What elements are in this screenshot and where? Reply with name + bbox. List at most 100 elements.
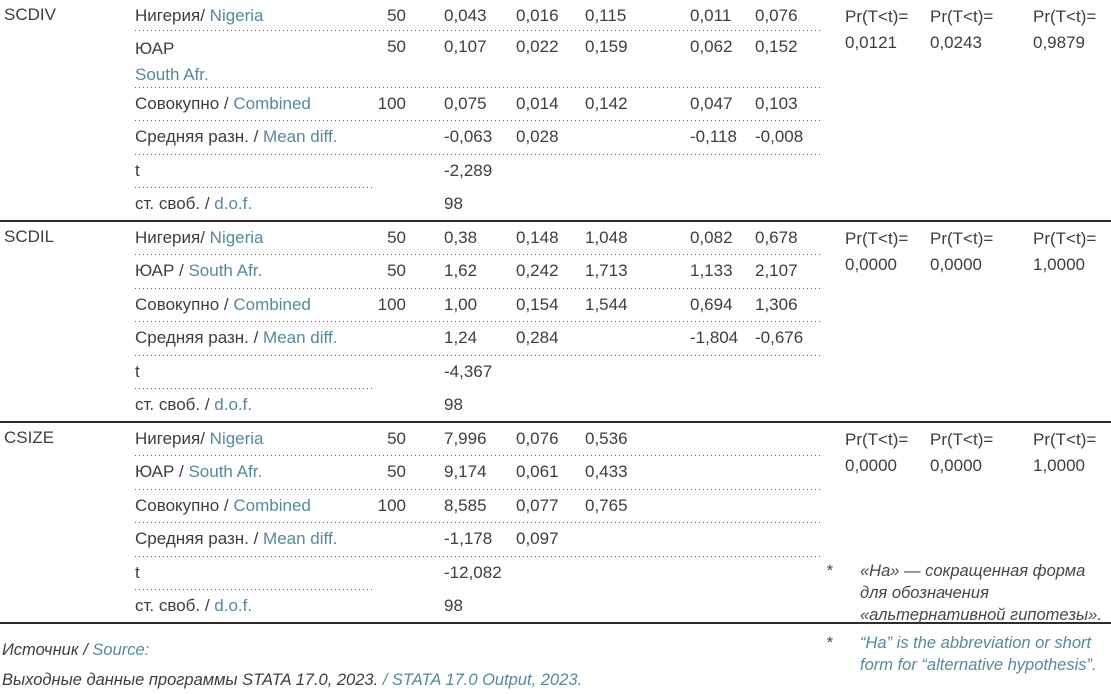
cell-obs: 100 bbox=[377, 295, 406, 314]
cell-std-err: 0,022 bbox=[516, 37, 559, 56]
cell-t-stat: -12,082 bbox=[444, 563, 502, 582]
pr-value: 0,0000 bbox=[845, 255, 897, 274]
cell-std-err: 0,097 bbox=[516, 529, 559, 548]
row-divider bbox=[135, 522, 821, 523]
row-divider bbox=[135, 87, 821, 88]
pr-column: Pr(T<t)= 0,0000 bbox=[930, 427, 993, 479]
cell-ci-high: 1,306 bbox=[755, 295, 798, 314]
footnote-text: «На» — сокращенная форма для обозначения… bbox=[860, 562, 1102, 624]
cell-ci-low: -1,804 bbox=[690, 328, 739, 347]
cell-obs: 50 bbox=[387, 261, 406, 280]
row-label: Совокупно / Combined bbox=[135, 496, 311, 515]
cell-std-dev: 1,713 bbox=[585, 261, 628, 280]
asterisk-marker: * bbox=[826, 634, 833, 652]
footnote-ha-english: * “Ha” is the abbreviation or short form… bbox=[826, 632, 1111, 676]
table-row: Совокупно / Combined 100 1,00 0,154 1,54… bbox=[0, 289, 1111, 322]
cell-std-dev: 0,159 bbox=[585, 37, 628, 56]
row-divider bbox=[135, 120, 821, 121]
cell-obs: 50 bbox=[387, 37, 406, 56]
row-divider bbox=[135, 321, 821, 322]
row-label: Средняя разн. / Mean diff. bbox=[135, 127, 338, 146]
cell-ci-high: 0,103 bbox=[755, 94, 798, 113]
table-row: Нигерия/ Nigeria 50 7,996 0,076 0,536 bbox=[0, 423, 1111, 456]
cell-ci-high: 0,152 bbox=[755, 37, 798, 56]
row-divider bbox=[135, 288, 821, 289]
table-row: t -12,082 bbox=[0, 557, 1111, 590]
cell-mean: -1,178 bbox=[444, 529, 493, 548]
cell-std-err: 0,242 bbox=[516, 261, 559, 280]
cell-std-dev: 0,142 bbox=[585, 94, 628, 113]
cell-ci-low: 0,047 bbox=[690, 94, 733, 113]
cell-std-err: 0,061 bbox=[516, 462, 559, 481]
pr-column: Pr(T<t)= 0,0243 bbox=[930, 4, 993, 56]
cell-mean: 0,075 bbox=[444, 94, 487, 113]
cell-std-dev: 1,048 bbox=[585, 228, 628, 247]
table-row: Совокупно / Combined 100 8,585 0,077 0,7… bbox=[0, 490, 1111, 523]
pr-value: 1,0000 bbox=[1033, 456, 1085, 475]
row-divider bbox=[135, 589, 375, 590]
source-note: Источник / Source: Выходные данные прогр… bbox=[2, 635, 582, 694]
cell-std-err: 0,284 bbox=[516, 328, 559, 347]
cell-ci-high: -0,676 bbox=[755, 328, 804, 347]
pr-value: 0,0000 bbox=[930, 255, 982, 274]
pr-label: Pr(T<t)= bbox=[930, 7, 994, 26]
table-row: Нигерия/ Nigeria 50 0,38 0,148 1,048 0,0… bbox=[0, 222, 1111, 255]
cell-std-dev: 0,115 bbox=[585, 6, 627, 25]
cell-mean: 9,174 bbox=[444, 462, 487, 481]
cell-t-stat: -2,289 bbox=[444, 161, 493, 180]
cell-mean: 8,585 bbox=[444, 496, 487, 515]
table-row: Средняя разн. / Mean diff. 1,24 0,284 -1… bbox=[0, 322, 1111, 356]
pr-label: Pr(T<t)= bbox=[845, 7, 909, 26]
pr-value: 0,0121 bbox=[845, 33, 897, 52]
cell-ci-low: 0,694 bbox=[690, 295, 733, 314]
variable-name: CSIZE bbox=[4, 428, 55, 447]
cell-mean: 1,24 bbox=[444, 328, 478, 347]
cell-t-stat: -4,367 bbox=[444, 362, 493, 381]
pr-label: Pr(T<t)= bbox=[930, 430, 994, 449]
pr-label: Pr(T<t)= bbox=[1033, 430, 1097, 449]
cell-dof: 98 bbox=[444, 395, 463, 414]
variable-name: SCDIV bbox=[4, 5, 56, 24]
pr-label: Pr(T<t)= bbox=[1033, 7, 1097, 26]
row-divider bbox=[135, 388, 375, 389]
cell-std-err: 0,076 bbox=[516, 429, 559, 448]
pr-label: Pr(T<t)= bbox=[845, 430, 909, 449]
pr-column: Pr(T<t)= 0,0000 bbox=[845, 427, 908, 479]
cell-obs: 50 bbox=[387, 6, 406, 25]
pr-value: 1,0000 bbox=[1033, 255, 1085, 274]
pr-value: 0,0000 bbox=[845, 456, 897, 475]
variable-block-csize: CSIZE Нигерия/ Nigeria 50 7,996 0,076 0,… bbox=[0, 423, 1111, 624]
table-row: t -2,289 bbox=[0, 155, 1111, 188]
cell-std-dev: 0,765 bbox=[585, 496, 628, 515]
cell-std-dev: 0,433 bbox=[585, 462, 628, 481]
table-row: Средняя разн. / Mean diff. -1,178 0,097 bbox=[0, 523, 1111, 557]
table-row: ЮАР South Afr. 50 0,107 0,022 0,159 0,062… bbox=[0, 31, 1111, 88]
row-label: ЮАР South Afr. bbox=[135, 39, 209, 84]
footnote-text: “Ha” is the abbreviation or short form f… bbox=[860, 634, 1097, 674]
variable-block-scdil: SCDIL Нигерия/ Nigeria 50 0,38 0,148 1,0… bbox=[0, 222, 1111, 423]
table-row: ст. своб. / d.o.f. 98 bbox=[0, 188, 1111, 220]
row-divider bbox=[135, 254, 821, 255]
pr-label: Pr(T<t)= bbox=[845, 229, 909, 248]
pr-column: Pr(T<t)= 1,0000 bbox=[1033, 226, 1096, 278]
row-divider bbox=[135, 355, 821, 356]
row-label: ЮАР / South Afr. bbox=[135, 462, 263, 481]
row-label: t bbox=[135, 362, 140, 381]
source-note-line1: Источник / Source: bbox=[2, 641, 150, 659]
pr-label: Pr(T<t)= bbox=[930, 229, 994, 248]
row-divider bbox=[135, 30, 821, 31]
cell-mean: 7,996 bbox=[444, 429, 487, 448]
row-label: Нигерия/ Nigeria bbox=[135, 429, 264, 448]
cell-std-dev: 1,544 bbox=[585, 295, 628, 314]
pr-value: 0,9879 bbox=[1033, 33, 1085, 52]
cell-mean: 0,043 bbox=[444, 6, 487, 25]
table-row: t -4,367 bbox=[0, 356, 1111, 389]
cell-ci-low: 1,133 bbox=[690, 261, 733, 280]
cell-dof: 98 bbox=[444, 194, 463, 213]
cell-std-err: 0,148 bbox=[516, 228, 559, 247]
table-row: ст. своб. / d.o.f. 98 bbox=[0, 590, 1111, 622]
cell-ci-high: 0,076 bbox=[755, 6, 798, 25]
pr-label: Pr(T<t)= bbox=[1033, 229, 1097, 248]
table-row: Нигерия/ Nigeria 50 0,043 0,016 0,115 0,… bbox=[0, 0, 1111, 31]
table-row: Средняя разн. / Mean diff. -0,063 0,028 … bbox=[0, 121, 1111, 155]
